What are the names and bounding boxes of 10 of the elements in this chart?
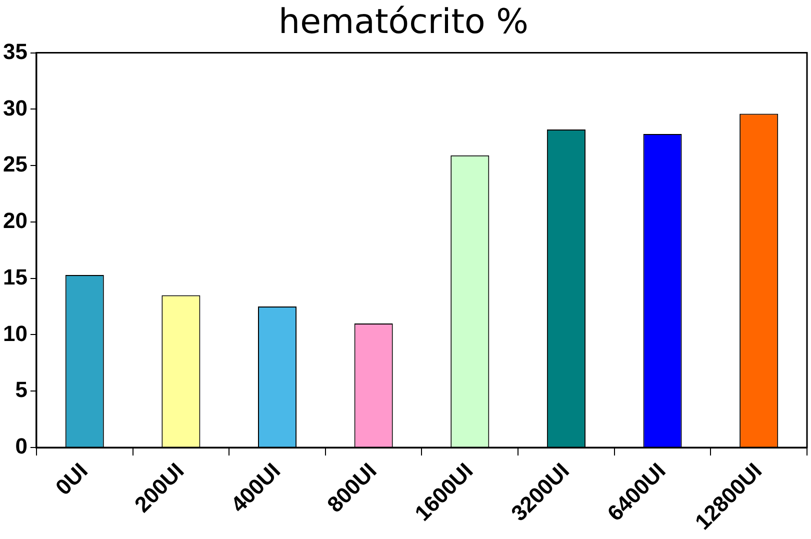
y-tick-label: 15 — [2, 264, 28, 290]
y-tick-label: 25 — [2, 152, 28, 177]
y-tick-label: 10 — [2, 320, 28, 346]
y-tick-label: 5 — [15, 377, 28, 402]
y-tick-label: 30 — [2, 95, 28, 120]
y-tick-label: 20 — [2, 208, 28, 234]
chart-title: hematócrito % — [278, 2, 528, 42]
x-tick-label: 0UI — [50, 458, 92, 500]
y-tick-label: 0 — [15, 434, 28, 459]
y-tick-label: 35 — [2, 38, 28, 64]
